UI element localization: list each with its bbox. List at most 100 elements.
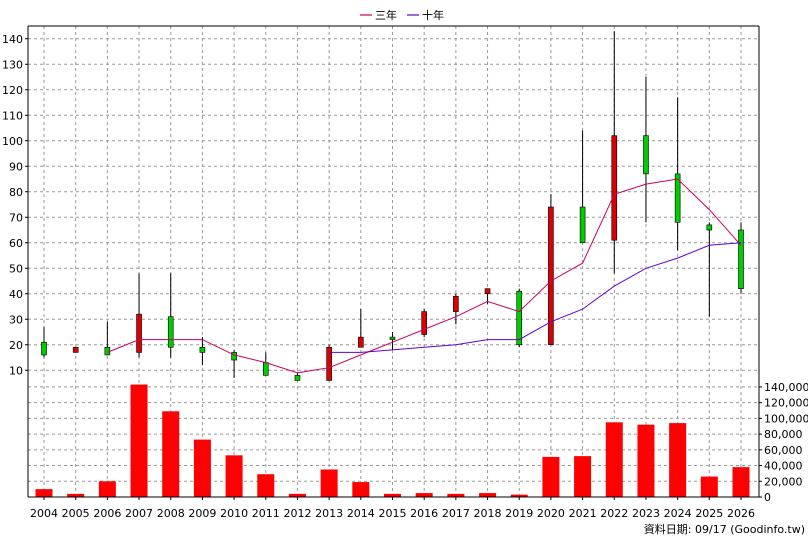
year-tick-label: 2010	[220, 507, 248, 520]
volume-tick-label: 80,000	[764, 428, 803, 441]
volume-bar	[479, 493, 497, 497]
candle-body	[167, 316, 174, 348]
volume-tick-label: 60,000	[764, 444, 803, 457]
candle-body	[453, 295, 459, 312]
footer-source: 資料日期: 09/17 (Goodinfo.tw)	[644, 522, 805, 536]
year-tick-label: 2019	[505, 507, 533, 520]
year-tick-label: 2025	[695, 507, 723, 520]
price-tick-label: 80	[9, 186, 23, 199]
year-tick-label: 2011	[252, 507, 280, 520]
volume-bar	[574, 456, 592, 497]
candle-body	[611, 135, 618, 241]
candle-body	[706, 224, 713, 231]
year-tick-label: 2022	[600, 507, 628, 520]
year-tick-label: 2009	[188, 507, 216, 520]
volume-bar	[162, 411, 180, 497]
price-tick-label: 30	[9, 313, 23, 326]
volume-bar	[288, 493, 306, 497]
volume-bar	[669, 423, 687, 497]
year-tick-label: 2013	[315, 507, 343, 520]
volume-bar	[130, 384, 148, 497]
year-tick-label: 2021	[569, 507, 597, 520]
year-tick-label: 2015	[379, 507, 407, 520]
price-tick-label: 70	[9, 211, 23, 224]
legend-label-3yr: 三年	[375, 8, 397, 22]
chart-legend: 三年 十年	[360, 8, 444, 22]
candle-body	[579, 206, 586, 244]
candle-body	[262, 362, 269, 376]
year-tick-label: 2008	[157, 507, 185, 520]
price-tick-label: 120	[2, 84, 23, 97]
candle-body	[72, 346, 79, 353]
price-tick-label: 20	[9, 339, 23, 352]
volume-tick-label: 0	[764, 491, 771, 504]
price-candles	[41, 31, 744, 381]
volume-bar	[605, 422, 623, 497]
volume-bar	[510, 494, 528, 497]
price-tick-label: 50	[9, 262, 23, 275]
year-tick-label: 2005	[62, 507, 90, 520]
candle-body	[136, 313, 142, 353]
volume-bar	[257, 474, 275, 497]
year-tick-label: 2007	[125, 507, 153, 520]
volume-tick-label: 40,000	[764, 460, 803, 473]
volume-bar	[732, 467, 750, 497]
volume-bar	[225, 455, 243, 497]
volume-bar	[447, 493, 465, 497]
year-tick-label: 2014	[347, 507, 375, 520]
year-tick-label: 2012	[283, 507, 311, 520]
candle-body	[484, 288, 491, 295]
year-tick-label: 2018	[474, 507, 502, 520]
price-tick-label: 40	[9, 288, 23, 301]
volume-bar	[637, 424, 655, 497]
volume-bar	[415, 493, 433, 497]
price-tick-label: 130	[2, 58, 23, 71]
volume-bar	[542, 456, 560, 497]
candle-body	[41, 341, 47, 356]
candle-body	[294, 375, 301, 381]
candle-body	[738, 229, 744, 289]
price-tick-label: 100	[2, 135, 23, 148]
candle-body	[516, 290, 523, 346]
year-tick-label: 2023	[632, 507, 660, 520]
volume-tick-label: 100,000	[764, 412, 808, 425]
price-tick-label: 10	[9, 364, 23, 377]
year-tick-label: 2020	[537, 507, 565, 520]
year-tick-label: 2006	[93, 507, 121, 520]
candle-body	[548, 206, 554, 346]
volume-bar	[193, 439, 211, 497]
year-tick-label: 2016	[410, 507, 438, 520]
candle-body	[421, 311, 427, 335]
legend-label-10yr: 十年	[422, 8, 444, 22]
candle-body	[643, 135, 649, 175]
candle-body	[104, 346, 111, 356]
volume-tick-label: 140,000	[764, 381, 808, 394]
chart-axes	[25, 25, 762, 500]
volume-bars	[35, 384, 750, 497]
volume-tick-label: 20,000	[764, 475, 803, 488]
price-tick-label: 140	[2, 33, 23, 46]
year-tick-label: 2004	[30, 507, 58, 520]
moving-average-lines	[107, 178, 742, 374]
year-tick-label: 2026	[727, 507, 755, 520]
volume-bar	[98, 481, 116, 497]
volume-bar	[700, 476, 718, 497]
candle-body	[389, 336, 396, 340]
volume-bar	[35, 489, 53, 497]
price-tick-label: 110	[2, 109, 23, 122]
volume-grid	[28, 386, 759, 482]
volume-bar	[320, 469, 338, 497]
price-tick-label: 60	[9, 237, 23, 250]
candle-body	[326, 346, 332, 381]
candle-body	[231, 352, 237, 361]
volume-bar	[67, 493, 85, 497]
volume-bar	[384, 493, 401, 497]
price-tick-label: 90	[9, 160, 23, 173]
axis-labels: 10 20 30 40 50 60 70 80 90 100 110 120 130 140 0 20,000…	[2, 33, 808, 520]
ten-year-line	[329, 242, 742, 353]
year-tick-label: 2017	[442, 507, 470, 520]
candle-body	[674, 173, 681, 223]
candle-body	[199, 346, 206, 353]
candle-body	[358, 336, 364, 348]
